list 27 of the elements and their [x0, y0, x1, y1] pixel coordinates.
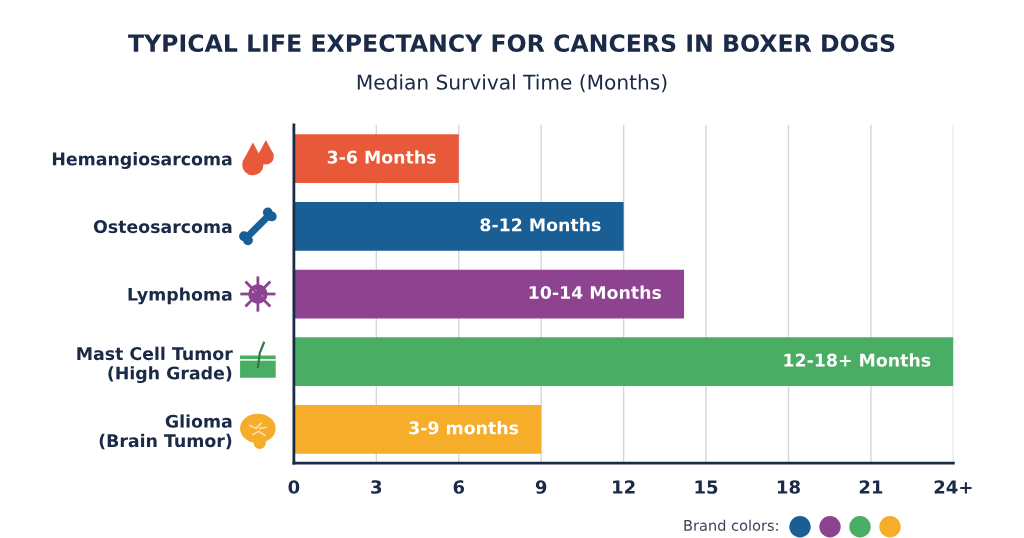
x-tick-label: 21	[859, 480, 883, 494]
x-tick-label: 0	[288, 480, 300, 494]
y-tick-label: Lymphoma	[128, 287, 232, 305]
y-tick-label: Glioma (Brain Tumor)	[99, 414, 232, 450]
bar	[293, 201, 624, 251]
bar	[293, 134, 459, 184]
y-tick-label: Hemangiosarcoma	[52, 152, 232, 169]
x-tick-label: 6	[453, 480, 465, 494]
chart-subtitle: Median Survival Time (Months)	[357, 74, 667, 93]
data-label: 8-12 Months	[480, 217, 601, 232]
x-tick-label: 12	[613, 480, 635, 494]
data-label: 12-18+ Months	[784, 353, 931, 367]
x-tick-label: 9	[535, 480, 547, 494]
bar	[293, 269, 685, 319]
x-tick-label: 15	[695, 480, 718, 494]
x-tick-label: 18	[777, 480, 800, 494]
data-label: 3-6 Months	[327, 150, 436, 164]
y-tick-label: Mast Cell Tumor (High Grade)	[77, 346, 233, 384]
y-tick-label: Osteosarcoma	[93, 220, 232, 234]
chart-title: TYPICAL LIFE EXPECTANCY FOR CANCERS IN BOXER DOGS	[128, 34, 895, 53]
data-label: 10-14 Months	[529, 285, 662, 300]
x-tick-label: 3	[371, 480, 382, 494]
bar	[293, 405, 542, 454]
bar	[293, 337, 954, 387]
text: Brand colors:	[684, 519, 778, 531]
data-label: 3-9 months	[409, 420, 519, 435]
x-tick-label: 24+	[934, 480, 972, 494]
